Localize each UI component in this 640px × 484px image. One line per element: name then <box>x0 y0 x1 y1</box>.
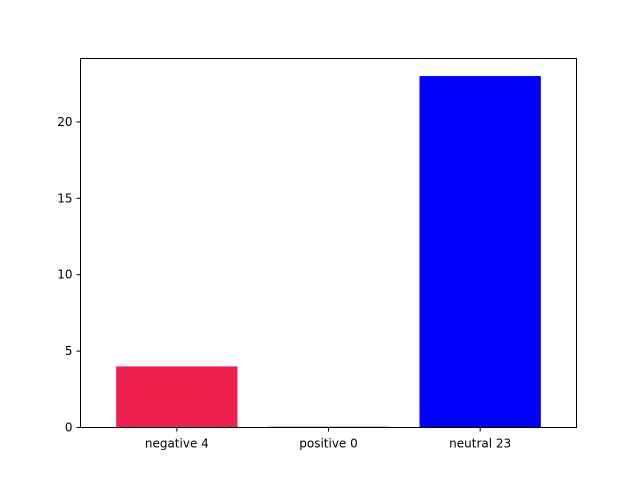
y-tick-label-3: 15 <box>57 191 72 205</box>
y-tick-label-2: 10 <box>57 268 72 282</box>
y-axis: 0 5 10 15 20 <box>57 115 81 435</box>
x-tick-label-1: positive 0 <box>299 437 358 451</box>
x-axis: negative 4 positive 0 neutral 23 <box>145 427 511 451</box>
y-tick-label-1: 5 <box>65 344 73 358</box>
x-tick-label-2: neutral 23 <box>449 437 511 451</box>
bar-2 <box>419 76 541 428</box>
y-tick-label-4: 20 <box>57 115 72 129</box>
plot-frame <box>80 58 577 428</box>
bar-0 <box>116 366 238 428</box>
x-tick-label-0: negative 4 <box>145 437 209 451</box>
y-tick-label-0: 0 <box>65 421 73 435</box>
bars-group <box>116 76 541 428</box>
